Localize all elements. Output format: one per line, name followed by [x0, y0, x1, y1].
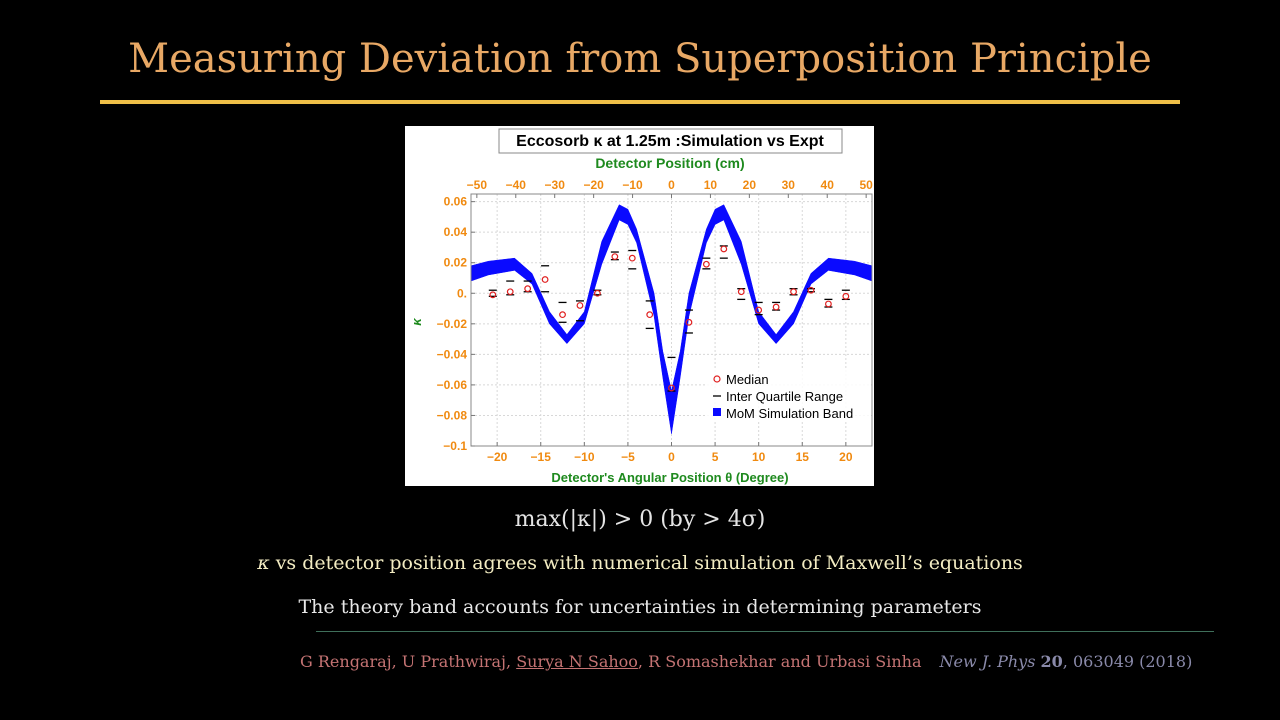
- x2-tick-label: 30: [782, 178, 796, 192]
- median-point: [524, 285, 532, 293]
- authors-post: , R Somashekhar and Urbasi Sinha: [637, 652, 922, 671]
- y-tick-label: 0.: [457, 286, 467, 300]
- median-point: [646, 311, 654, 319]
- legend: Median Inter Quartile Range MoM Simulation…: [707, 368, 871, 421]
- legend-entry: MoM Simulation Band: [726, 406, 853, 421]
- x-tick-label: −10: [574, 450, 595, 464]
- x-tick-label: 20: [839, 450, 853, 464]
- y-tick-label: 0.04: [444, 225, 468, 239]
- bullet-agreement: κ vs detector position agrees with numer…: [0, 552, 1280, 574]
- x-tick-label: −15: [531, 450, 552, 464]
- x2-tick-label: 0: [668, 178, 675, 192]
- legend-entry: Median: [726, 372, 769, 387]
- x2-tick-label: −20: [583, 178, 604, 192]
- x-tick-label: 10: [752, 450, 766, 464]
- journal-rest: , 063049 (2018): [1062, 652, 1193, 671]
- median-point: [611, 253, 619, 261]
- chart-title: Eccosorb κ at 1.25m :Simulation vs Expt: [516, 133, 824, 150]
- x-tick-label: −20: [487, 450, 508, 464]
- median-point: [807, 286, 815, 294]
- median-point: [628, 254, 636, 262]
- x-tick-label: 15: [796, 450, 810, 464]
- median-point: [737, 288, 745, 296]
- reference-line: G Rengaraj, U Prathwiraj, Surya N Sahoo,…: [300, 652, 1192, 671]
- authors: G Rengaraj, U Prathwiraj, Surya N Sahoo,…: [300, 652, 922, 671]
- y-tick-label: −0.06: [437, 378, 468, 392]
- y-tick-label: −0.04: [437, 347, 468, 361]
- x-axis-title: Detector's Angular Position θ (Degree): [551, 470, 788, 485]
- bullet-agreement-text: vs detector position agrees with numeric…: [269, 552, 1023, 574]
- median-point: [702, 260, 710, 268]
- median-point: [576, 302, 584, 309]
- x-tick-label: 5: [712, 450, 719, 464]
- median-point: [772, 303, 780, 311]
- median-point: [825, 300, 832, 308]
- journal-volume: 20: [1040, 652, 1063, 671]
- median-point: [668, 384, 675, 392]
- x-tick-label: 0: [668, 450, 675, 464]
- median-point: [755, 306, 763, 314]
- kappa-chart: Eccosorb κ at 1.25m :Simulation vs Expt …: [409, 128, 874, 485]
- y-tick-label: −0.02: [437, 317, 468, 331]
- y-tick-label: −0.1: [443, 439, 467, 453]
- median-point: [559, 311, 566, 319]
- y-tick-label: 0.02: [444, 256, 468, 270]
- x2-tick-label: 40: [821, 178, 835, 192]
- title-underline: [100, 100, 1180, 104]
- x2-tick-label: −30: [545, 178, 566, 192]
- x2-tick-label: −40: [506, 178, 527, 192]
- x2-tick-label: −10: [622, 178, 643, 192]
- kappa-symbol: κ: [257, 552, 270, 574]
- x-tick-label: −5: [621, 450, 635, 464]
- journal-citation: New J. Phys 20, 063049 (2018): [940, 652, 1193, 671]
- median-point: [506, 288, 514, 296]
- axes-layer: −20 −15 −10 −5 0 5 10 15 20−50 −40 −30 −20 −10 0 10 20 3…: [437, 178, 874, 464]
- y-tick-label: −0.08: [437, 408, 468, 422]
- authors-pre: G Rengaraj, U Prathwiraj,: [300, 652, 517, 671]
- median-point: [489, 291, 497, 299]
- chart-figure: Eccosorb κ at 1.25m :Simulation vs Expt …: [405, 126, 874, 486]
- median-point: [594, 289, 601, 297]
- journal-name: New J. Phys: [939, 652, 1036, 671]
- bullet-theory-band: The theory band accounts for uncertainti…: [298, 596, 982, 618]
- median-layer: [489, 245, 850, 392]
- max-kappa-equation: max(|κ|) > 0 (by > 4σ): [514, 507, 766, 532]
- x2-tick-label: 50: [859, 178, 873, 192]
- x2-tick-label: 20: [743, 178, 757, 192]
- top-axis-title: Detector Position (cm): [595, 155, 744, 171]
- median-point: [842, 292, 850, 300]
- y-axis-title: κ: [409, 318, 424, 326]
- x2-tick-label: 10: [704, 178, 718, 192]
- legend-entry: Inter Quartile Range: [726, 389, 843, 404]
- legend-box: [707, 368, 871, 420]
- chart-title-box: [498, 128, 843, 154]
- median-point: [720, 245, 728, 253]
- median-point: [790, 288, 797, 296]
- reference-separator: [316, 631, 1214, 632]
- slide-title: Measuring Deviation from Superposition P…: [128, 36, 1152, 82]
- legend-median-marker: [713, 375, 721, 383]
- legend-band-marker: [713, 408, 721, 416]
- median-point: [541, 276, 549, 283]
- y-tick-label: 0.06: [444, 195, 468, 209]
- median-point: [685, 318, 693, 326]
- x2-tick-label: −50: [467, 178, 488, 192]
- author-highlight: Surya N Sahoo: [516, 652, 638, 671]
